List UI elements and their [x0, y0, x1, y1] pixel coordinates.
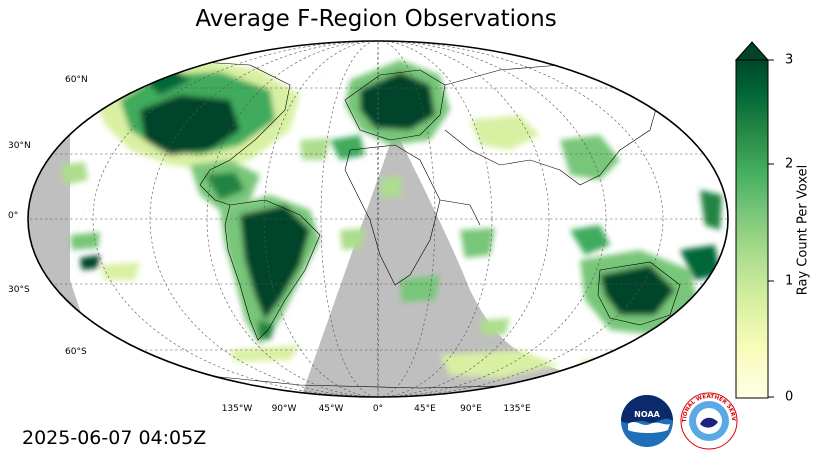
- colorbar-tick-2: 2: [785, 156, 794, 172]
- lon-label-135e: 135°E: [503, 404, 531, 414]
- colorbar-extend-arrow: [734, 41, 770, 61]
- lon-label-135w: 135°W: [221, 404, 253, 414]
- lat-label-eq: 0°: [8, 211, 19, 221]
- timestamp: 2025-06-07 04:05Z: [22, 427, 207, 449]
- map-title: Average F-Region Observations: [195, 6, 557, 32]
- colorbar-tick-1: 1: [785, 273, 794, 289]
- noaa-logo: NOAA: [621, 395, 673, 447]
- colorbar-gradient: [735, 59, 769, 399]
- colorbar-tick-0: 0: [785, 389, 794, 405]
- lon-label-90e: 90°E: [460, 404, 482, 414]
- lat-label-60n: 60°N: [65, 75, 88, 85]
- lat-label-30n: 30°N: [8, 141, 31, 151]
- colorbar-tick-3: 3: [785, 52, 794, 68]
- globe-outline: [27, 40, 729, 398]
- lat-label-30s: 30°S: [8, 285, 30, 295]
- lon-label-0: 0°: [372, 404, 384, 414]
- lon-label-45w: 45°W: [318, 404, 344, 414]
- colorbar-label: Ray Count Per Voxel: [795, 164, 811, 296]
- colorbar: [734, 41, 774, 399]
- lat-label-60s: 60°S: [65, 347, 87, 357]
- lon-label-90w: 90°W: [271, 404, 297, 414]
- noaa-logo-text: NOAA: [634, 410, 660, 419]
- nws-logo: NATIONAL WEATHER SERVICE: [680, 392, 738, 450]
- lon-label-45e: 45°E: [414, 404, 436, 414]
